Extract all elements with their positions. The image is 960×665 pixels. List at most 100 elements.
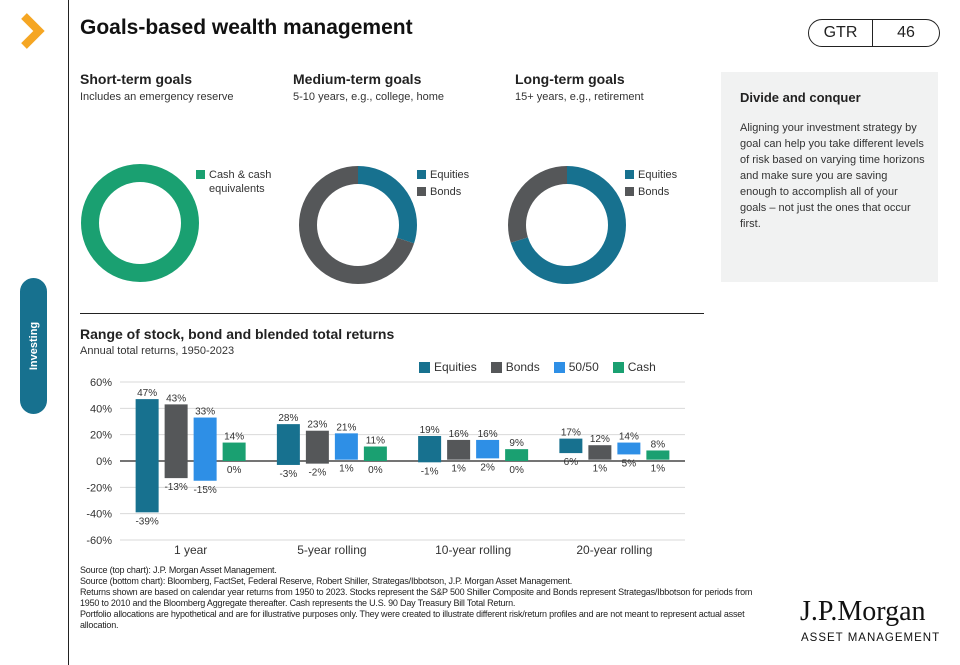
legend-item: Bonds — [625, 185, 677, 199]
legend-label: Cash — [627, 360, 656, 374]
legend-item-equities: Equities — [419, 360, 477, 374]
data-label-min: 0% — [227, 465, 242, 476]
data-label-max: 28% — [278, 413, 298, 424]
data-label-max: 47% — [137, 388, 157, 399]
data-label-min: -2% — [308, 468, 326, 479]
legend-label: Bonds — [430, 186, 462, 198]
range-bar-chart: 60% 40% 20% 0% -20% -40% -60% 47% -39% 43% -13% 33%… — [86, 377, 685, 557]
data-label-max: 14% — [224, 432, 244, 443]
donut-slice — [81, 164, 199, 282]
bar-5050 — [334, 433, 358, 460]
badge-label: GTR — [809, 20, 873, 46]
y-tick-label: 20% — [90, 430, 112, 442]
page-title: Goals-based wealth management — [80, 16, 413, 39]
page-badge: GTR 46 — [808, 19, 940, 47]
source-line: Source (bottom chart): Bloomberg, FactSe… — [80, 576, 573, 586]
y-tick-label: -60% — [86, 535, 112, 547]
data-label-min: 1% — [651, 464, 666, 475]
data-label-min: 2% — [480, 462, 495, 473]
legend-swatch — [553, 361, 565, 373]
bar-bonds — [305, 430, 329, 464]
side-tab-label: Investing — [27, 321, 40, 371]
donut-long — [508, 166, 626, 284]
legend-item-5050: 50/50 — [553, 360, 599, 374]
data-label-max: 8% — [651, 439, 666, 450]
chart-subtitle: Annual total returns, 1950-2023 — [80, 345, 235, 357]
legend-item-cash: Cash — [612, 360, 656, 374]
legend-swatch — [417, 187, 426, 196]
data-label-min: -15% — [193, 485, 216, 496]
data-label-min: 6% — [564, 457, 579, 468]
legend-item: Equities — [625, 168, 677, 182]
bar-bonds — [588, 445, 612, 460]
data-label-min: 1% — [339, 464, 354, 475]
legend-short: Cash & cash equivalents — [196, 168, 299, 196]
data-label-min: 0% — [368, 465, 383, 476]
legend-item: Bonds — [417, 185, 469, 199]
bar-5050 — [193, 417, 217, 481]
data-label-min: -13% — [164, 482, 187, 493]
x-category-label: 10-year rolling — [435, 543, 511, 557]
goal-subtitle-short: Includes an emergency reserve — [80, 91, 234, 103]
source-line: Source (top chart): J.P. Morgan Asset Ma… — [80, 565, 277, 575]
source-line: Returns shown are based on calendar year… — [80, 587, 753, 608]
goal-title-short: Short-term goals — [80, 71, 193, 87]
chevron-right-icon — [21, 13, 45, 49]
data-label-min: -1% — [421, 466, 439, 477]
section-divider — [80, 313, 704, 314]
side-tab-investing[interactable]: Investing — [20, 278, 47, 414]
bar-5050 — [476, 439, 500, 459]
x-category-label: 1 year — [174, 543, 207, 557]
sources-footnote: Source (top chart): J.P. Morgan Asset Ma… — [80, 565, 770, 631]
goal-subtitle-medium: 5-10 years, e.g., college, home — [293, 91, 445, 103]
data-label-min: 0% — [509, 465, 524, 476]
logo-subtitle: ASSET MANAGEMENT — [801, 632, 941, 644]
legend-swatch — [490, 361, 502, 373]
left-divider — [68, 0, 69, 665]
chart-legend: Equities Bonds 50/50 Cash — [419, 360, 656, 374]
goal-title-medium: Medium-term goals — [293, 71, 422, 87]
legend-item: Equities — [417, 168, 469, 182]
bar-cash — [505, 449, 529, 461]
data-label-min: 5% — [622, 458, 637, 469]
data-label-min: -3% — [279, 469, 297, 480]
source-line: Portfolio allocations are hypothetical a… — [80, 609, 745, 630]
bar-cash — [222, 442, 246, 461]
donut-slice — [508, 166, 626, 284]
data-label-max: 23% — [307, 420, 327, 431]
chart-title: Range of stock, bond and blended total r… — [80, 326, 395, 342]
donut-short — [81, 164, 199, 282]
y-tick-label: -20% — [86, 482, 112, 494]
legend-swatch — [625, 170, 634, 179]
legend-swatch — [625, 187, 634, 196]
x-category-label: 5-year rolling — [297, 543, 366, 557]
x-category-label: 20-year rolling — [576, 543, 652, 557]
legend-label: Equities — [430, 169, 470, 181]
y-tick-label: 60% — [90, 377, 112, 389]
legend-swatch — [612, 361, 624, 373]
y-tick-label: 0% — [96, 456, 112, 468]
legend-label: 50/50 — [568, 360, 599, 374]
legend-label: Equities — [434, 360, 477, 374]
data-label-max: 14% — [619, 432, 639, 443]
legend-label: Bonds — [505, 360, 540, 374]
y-tick-label: 40% — [90, 403, 112, 415]
data-label-max: 16% — [449, 429, 469, 440]
data-label-max: 16% — [478, 429, 498, 440]
legend-label: Equities — [638, 169, 678, 181]
bar-bonds — [447, 439, 471, 460]
donut-slice — [299, 166, 417, 284]
legend-long: Equities Bonds — [625, 168, 677, 199]
sidebar-heading: Divide and conquer — [740, 90, 861, 105]
bar-bonds — [164, 404, 188, 479]
page-number: 46 — [897, 24, 915, 41]
data-label-max: 9% — [509, 438, 524, 449]
data-label-min: 1% — [451, 464, 466, 475]
bar-cash — [363, 446, 387, 461]
bar-equities — [276, 424, 300, 465]
data-label-max: 11% — [366, 436, 385, 447]
data-label-max: 19% — [420, 425, 440, 436]
y-tick-label: -40% — [86, 509, 112, 521]
legend-swatch — [417, 170, 426, 179]
donut-medium — [299, 166, 417, 284]
